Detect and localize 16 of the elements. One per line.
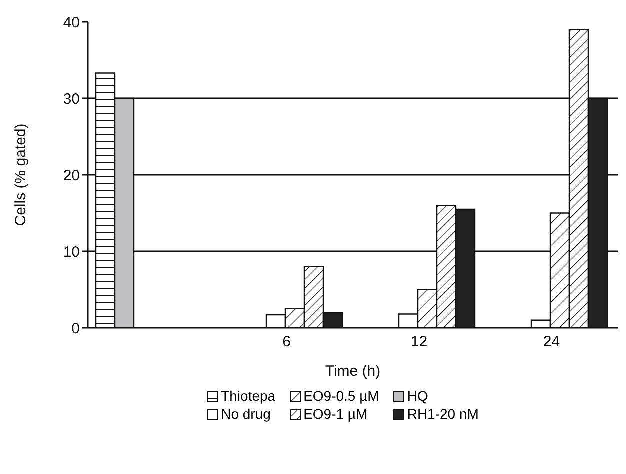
legend-label: No drug xyxy=(221,406,271,422)
x-tick-label: 6 xyxy=(282,334,291,351)
y-tick-label: 20 xyxy=(63,167,80,184)
y-tick-label: 40 xyxy=(63,14,80,32)
x-axis-title: Time (h) xyxy=(325,363,381,380)
y-tick-label: 0 xyxy=(72,320,80,338)
legend-label: EO9-0.5 µM xyxy=(304,388,380,404)
y-tick-label: 30 xyxy=(63,90,80,108)
y-axis-title: Cells (% gated) xyxy=(12,124,30,226)
y-tick-label: 10 xyxy=(63,244,80,261)
legend-label: Thiotepa xyxy=(221,388,276,404)
x-tick-label: 24 xyxy=(543,334,560,351)
legend-label: RH1-20 nM xyxy=(407,406,479,422)
legend-label: EO9-1 µM xyxy=(304,406,368,422)
legend-label: HQ xyxy=(407,388,428,404)
x-tick-label: 12 xyxy=(410,334,428,351)
